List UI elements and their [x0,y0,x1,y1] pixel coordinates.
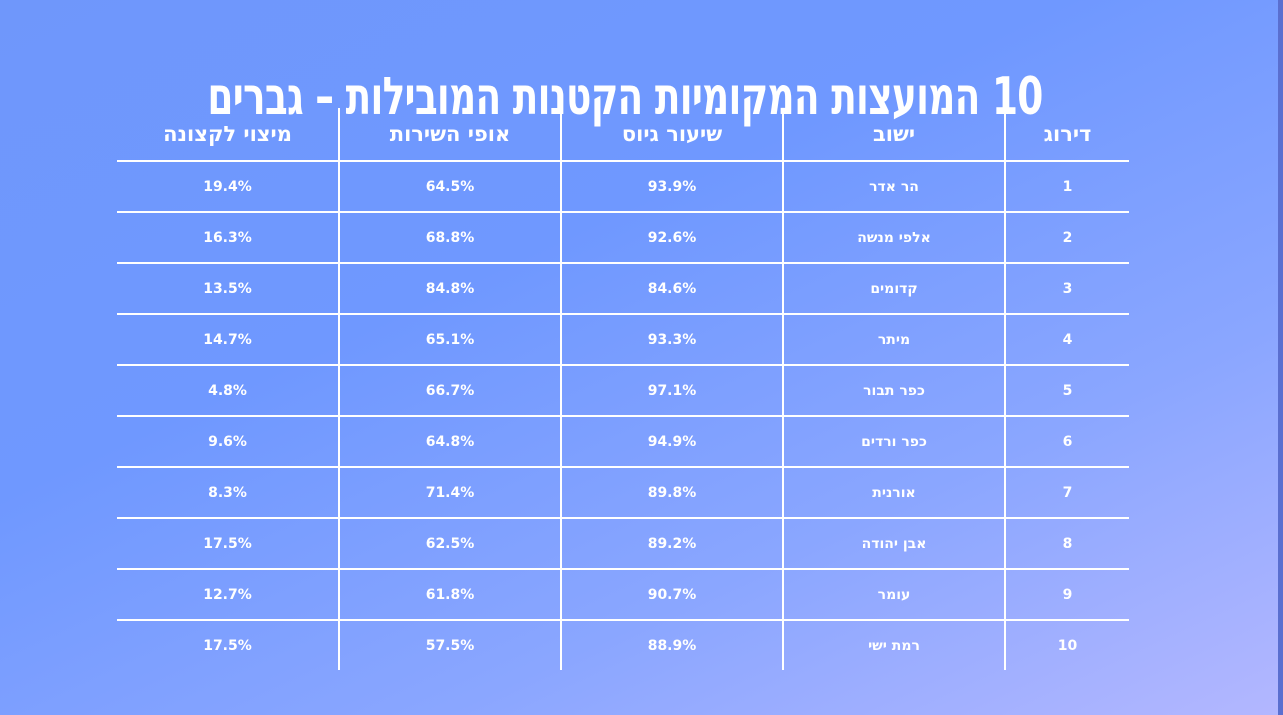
cell-rank: 5 [1005,365,1129,417]
table-header-row: דירוג ישוב שיעור גיוס אופי השירות מיצוי … [117,108,1129,162]
cell-settlement: עומר [783,569,1006,621]
cell-officer-ratio: 4.8% [117,365,340,417]
cell-officer-ratio: 17.5% [117,518,340,570]
cell-recruitment-rate: 84.6% [561,263,784,315]
header-settlement: ישוב [783,108,1006,162]
table-row: 5 כפר תבור 97.1% 66.7% 4.8% [117,365,1129,417]
cell-service-type: 57.5% [339,620,562,670]
cell-service-type: 84.8% [339,263,562,315]
table-row: 2 אלפי מנשה 92.6% 68.8% 16.3% [117,212,1129,264]
cell-recruitment-rate: 97.1% [561,365,784,417]
cell-officer-ratio: 12.7% [117,569,340,621]
cell-rank: 4 [1005,314,1129,366]
table-row: 10 רמת ישי 88.9% 57.5% 17.5% [117,620,1129,670]
cell-officer-ratio: 9.6% [117,416,340,468]
cell-rank: 2 [1005,212,1129,264]
cell-settlement: אבן יהודה [783,518,1006,570]
cell-rank: 3 [1005,263,1129,315]
cell-recruitment-rate: 94.9% [561,416,784,468]
table-row: 6 כפר ורדים 94.9% 64.8% 9.6% [117,416,1129,468]
cell-recruitment-rate: 90.7% [561,569,784,621]
ranking-table: דירוג ישוב שיעור גיוס אופי השירות מיצוי … [117,108,1129,670]
cell-service-type: 71.4% [339,467,562,519]
cell-settlement: אלפי מנשה [783,212,1006,264]
cell-service-type: 66.7% [339,365,562,417]
cell-rank: 8 [1005,518,1129,570]
cell-settlement: הר אדר [783,161,1006,213]
cell-officer-ratio: 17.5% [117,620,340,670]
cell-rank: 7 [1005,467,1129,519]
cell-service-type: 61.8% [339,569,562,621]
cell-settlement: כפר ורדים [783,416,1006,468]
cell-settlement: רמת ישי [783,620,1006,670]
table-row: 8 אבן יהודה 89.2% 62.5% 17.5% [117,518,1129,570]
cell-settlement: קדומים [783,263,1006,315]
window-edge [1278,0,1283,715]
table-row: 3 קדומים 84.6% 84.8% 13.5% [117,263,1129,315]
cell-recruitment-rate: 93.3% [561,314,784,366]
cell-officer-ratio: 14.7% [117,314,340,366]
cell-rank: 1 [1005,161,1129,213]
cell-settlement: כפר תבור [783,365,1006,417]
cell-settlement: אורנית [783,467,1006,519]
cell-service-type: 65.1% [339,314,562,366]
header-rank: דירוג [1005,108,1129,162]
cell-rank: 10 [1057,637,1078,654]
cell-officer-ratio: 8.3% [117,467,340,519]
table-row: 1 הר אדר 93.9% 64.5% 19.4% [117,161,1129,213]
cell-rank: 9 [1005,569,1129,621]
cell-recruitment-rate: 89.8% [561,467,784,519]
cell-recruitment-rate: 93.9% [561,161,784,213]
table-row: 4 מיתר 93.3% 65.1% 14.7% [117,314,1129,366]
cell-officer-ratio: 13.5% [117,263,340,315]
table-row: 9 עומר 90.7% 61.8% 12.7% [117,569,1129,621]
cell-service-type: 64.5% [339,161,562,213]
cell-officer-ratio: 19.4% [117,161,340,213]
cell-officer-ratio: 16.3% [117,212,340,264]
cell-recruitment-rate: 89.2% [561,518,784,570]
cell-service-type: 64.8% [339,416,562,468]
cell-rank: 6 [1005,416,1129,468]
header-recruitment-rate: שיעור גיוס [561,108,784,162]
cell-settlement: מיתר [783,314,1006,366]
cell-service-type: 62.5% [339,518,562,570]
header-officer-ratio: מיצוי לקצונה [117,108,340,162]
table-row: 7 אורנית 89.8% 71.4% 8.3% [117,467,1129,519]
cell-recruitment-rate: 92.6% [561,212,784,264]
cell-service-type: 68.8% [339,212,562,264]
cell-recruitment-rate: 88.9% [561,620,784,670]
header-service-type: אופי השירות [339,108,562,162]
